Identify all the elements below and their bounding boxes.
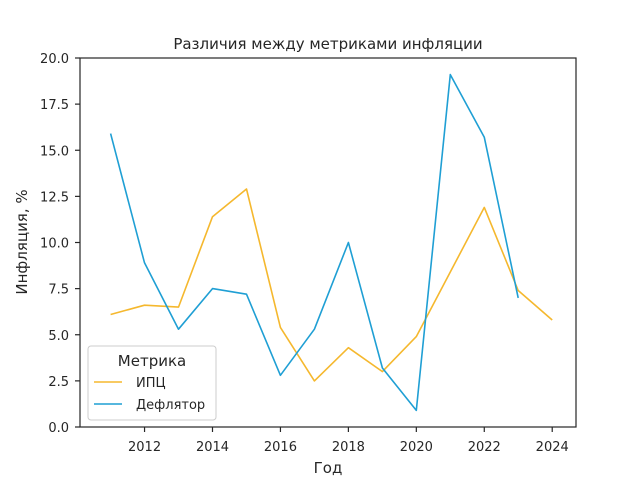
series-line-1 [109, 73, 519, 412]
y-axis: 0.0 2.5 5.0 7.5 10.0 12.5 15.0 17.5 20.0 [40, 52, 80, 436]
y-tick-label: 5.0 [48, 329, 69, 344]
y-tick-label: 15.0 [40, 144, 69, 159]
series-line-0 [110, 188, 553, 382]
x-tick-label: 2024 [536, 440, 569, 455]
x-axis: 2012 2014 2016 2018 2020 2022 2024 [128, 427, 569, 455]
y-tick-label: 10.0 [40, 237, 69, 252]
y-tick-label: 17.5 [40, 98, 69, 113]
y-tick-label: 2.5 [48, 375, 69, 390]
chart-title: Различия между метриками инфляции [173, 35, 482, 53]
legend-label: ИПЦ [136, 376, 166, 391]
x-tick-label: 2018 [332, 440, 365, 455]
y-tick-label: 20.0 [40, 52, 69, 67]
y-tick-label: 7.5 [48, 283, 69, 298]
x-tick-label: 2012 [128, 440, 161, 455]
legend: Метрика ИПЦ Дефлятор [87, 345, 217, 421]
legend-box [87, 345, 217, 421]
y-axis-label: Инфляция, % [13, 189, 31, 294]
y-tick-label: 12.5 [40, 190, 69, 205]
x-tick-label: 2014 [196, 440, 229, 455]
y-tick-label: 0.0 [48, 421, 69, 436]
plot-lines [109, 73, 553, 412]
legend-items: ИПЦ Дефлятор [94, 376, 205, 413]
legend-label: Дефлятор [136, 398, 205, 413]
x-tick-label: 2020 [400, 440, 433, 455]
legend-title: Метрика [118, 352, 186, 370]
x-axis-label: Год [314, 459, 343, 477]
x-tick-label: 2016 [264, 440, 297, 455]
x-tick-label: 2022 [468, 440, 501, 455]
